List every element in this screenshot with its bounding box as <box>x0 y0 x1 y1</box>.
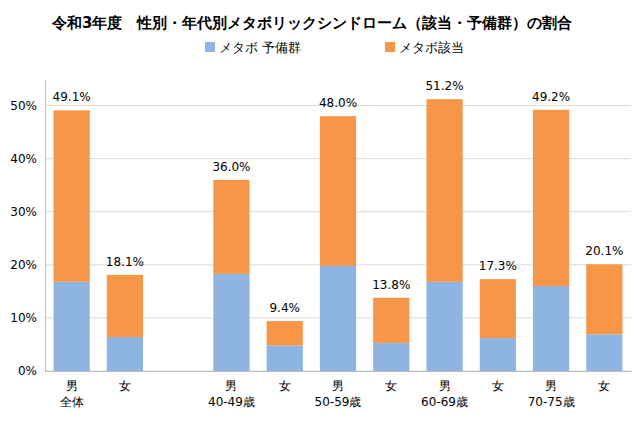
x-tick: 男全体 <box>60 371 84 409</box>
y-axis: 0% 10% 20% 30% 40% 50% <box>10 80 45 379</box>
x-tick-label: 女 <box>598 379 610 393</box>
x-tick-label: 男全体 <box>60 379 84 409</box>
legend: メタボ 予備群 メタボ該当 <box>205 40 464 55</box>
x-tick-label: 男40-49歳 <box>208 379 255 409</box>
x-tick-label: 女 <box>119 379 131 393</box>
y-tick-label: 50% <box>10 99 37 113</box>
total-labels: 49.1% 18.1% 36.0% 9.4% 48.0% 13.8% 51.2% 17.3% 4… <box>53 79 624 315</box>
total-label: 20.1% <box>585 244 623 258</box>
y-tick: 20% <box>10 258 45 272</box>
title: 令和3年度 性別・年代別メタボリックシンドローム（該当・予備群）の割合 <box>51 14 572 32</box>
y-tick: 10% <box>10 311 45 325</box>
chart: 令和3年度 性別・年代別メタボリックシンドローム（該当・予備群）の割合 0% 10%… <box>0 0 642 433</box>
x-tick-label: 女 <box>385 379 397 393</box>
x-tick: 女 <box>385 371 397 393</box>
x-axis: 男全体 女 男40-49歳 女 男50-59歳 女 男60-69歳 女 男70-75歳 女 <box>46 371 632 409</box>
y-tick: 30% <box>10 205 45 219</box>
x-tick-label: 男50-59歳 <box>315 379 362 409</box>
bar-segment <box>107 275 143 337</box>
total-label: 36.0% <box>212 160 250 174</box>
total-label: 49.2% <box>532 90 570 104</box>
bar-segment <box>54 110 90 281</box>
x-tick: 女 <box>119 371 131 393</box>
x-tick: 男70-75歳 <box>528 371 575 409</box>
bar-segment <box>533 110 569 286</box>
grid <box>45 106 631 371</box>
bar-segment <box>373 343 409 371</box>
total-label: 17.3% <box>479 259 517 273</box>
bar-segment <box>426 99 462 282</box>
x-tick: 男40-49歳 <box>208 371 255 409</box>
x-axis-line <box>46 371 632 372</box>
x-tick-label: 男60-69歳 <box>421 379 468 409</box>
x-tick: 男50-59歳 <box>315 371 362 409</box>
x-tick: 女 <box>598 371 610 393</box>
y-tick-label: 30% <box>10 205 37 219</box>
x-tick: 女 <box>492 371 504 393</box>
bar-segment <box>373 298 409 343</box>
bar-segment <box>213 180 249 274</box>
total-label: 13.8% <box>372 278 410 292</box>
total-label: 49.1% <box>53 90 91 104</box>
legend-label: メタボ該当 <box>399 40 464 55</box>
bar-segment <box>586 334 622 371</box>
y-tick: 40% <box>10 152 45 166</box>
legend-swatch <box>385 42 395 52</box>
legend-swatch <box>205 42 215 52</box>
bar-segment <box>107 337 143 371</box>
total-label: 9.4% <box>269 301 300 315</box>
bar-segment <box>426 282 462 371</box>
y-tick-label: 10% <box>10 311 37 325</box>
bars <box>54 99 623 371</box>
bar-segment <box>533 286 569 371</box>
bar-segment <box>480 338 516 371</box>
x-tick-label: 女 <box>279 379 291 393</box>
legend-label: メタボ 予備群 <box>219 40 301 55</box>
y-tick: 0% <box>18 364 45 378</box>
total-label: 18.1% <box>106 255 144 269</box>
y-tick-label: 40% <box>10 152 37 166</box>
bar-segment <box>480 279 516 338</box>
bar-segment <box>213 274 249 371</box>
y-tick-label: 20% <box>10 258 37 272</box>
x-tick-label: 男70-75歳 <box>528 379 575 409</box>
bar-segment <box>320 266 356 371</box>
y-tick: 50% <box>10 99 45 113</box>
y-axis-line <box>45 80 46 372</box>
bar-segment <box>54 282 90 371</box>
bar-segment <box>586 264 622 334</box>
total-label: 51.2% <box>425 79 463 93</box>
y-tick-label: 0% <box>18 364 37 378</box>
total-label: 48.0% <box>319 96 357 110</box>
bar-segment <box>267 346 303 371</box>
bar-segment <box>267 321 303 345</box>
x-tick-label: 女 <box>492 379 504 393</box>
x-tick: 男60-69歳 <box>421 371 468 409</box>
x-tick: 女 <box>279 371 291 393</box>
bar-segment <box>320 116 356 266</box>
